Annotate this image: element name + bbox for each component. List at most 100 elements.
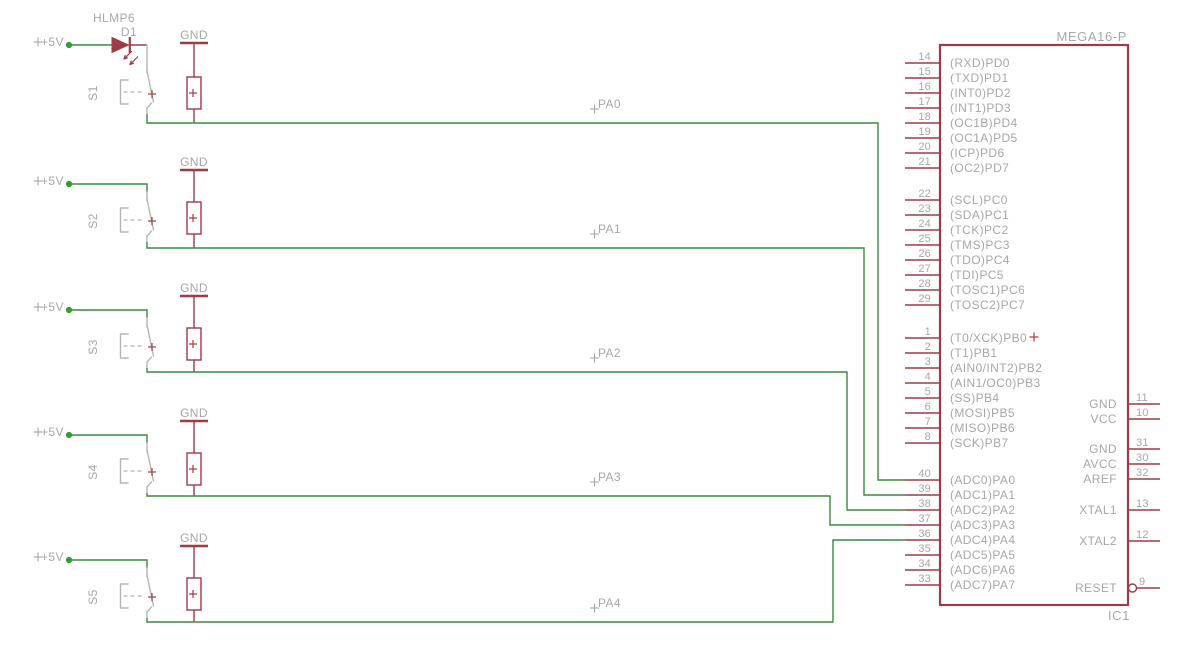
net-wire-pa0[interactable] — [146, 114, 905, 481]
pin-number: 30 — [1136, 452, 1149, 464]
ic-pin-right-31[interactable]: 31 GND — [1089, 437, 1160, 456]
pin-name: (SCL)PC0 — [950, 193, 1008, 207]
switch-circuit-3: +5V S3 GND PA2 — [33, 281, 905, 511]
switch-circuit-4: +5V S4 GND PA3 — [33, 406, 905, 526]
ic-pin-right-12[interactable]: 12 XTAL2 — [1079, 529, 1160, 548]
net-wire-vcc-to-switch[interactable] — [72, 559, 148, 568]
ic-pin-left-4[interactable]: 4 (AIN1/OC0)PB3 — [905, 371, 1041, 390]
ic-pin-left-37[interactable]: 37 (ADC3)PA3 — [905, 513, 1015, 532]
ic-pin-left-18[interactable]: 18 (OC1B)PD4 — [905, 111, 1018, 130]
junction-dot — [65, 41, 73, 49]
gnd-symbol-4[interactable]: GND — [180, 406, 208, 423]
net-wire-pa2[interactable] — [146, 368, 905, 511]
ic-pin-left-2[interactable]: 2 (T1)PB1 — [905, 341, 997, 360]
switch-ref-label: S4 — [86, 464, 100, 479]
switch-s5[interactable]: S5 — [86, 567, 156, 619]
ic-pin-left-26[interactable]: 26 (TDO)PC4 — [905, 248, 1010, 267]
ic-pin-left-1[interactable]: 1 (T0/XCK)PB0 — [905, 326, 1027, 345]
ic-pin-left-24[interactable]: 24 (TCK)PC2 — [905, 218, 1009, 237]
net-label-pa1[interactable]: PA1 — [590, 222, 621, 239]
pin-name: (ADC1)PA1 — [950, 488, 1015, 502]
switch-actuator-bracket — [119, 458, 129, 484]
net-label-pa0[interactable]: PA0 — [590, 97, 621, 114]
ic-pin-left-17[interactable]: 17 (INT1)PD3 — [905, 96, 1011, 115]
vcc-supply-symbol-5[interactable]: +5V — [33, 550, 73, 564]
vcc-supply-symbol-1[interactable]: +5V — [33, 35, 73, 49]
ic-pin-left-35[interactable]: 35 (ADC5)PA5 — [905, 543, 1015, 562]
ic-pin-left-22[interactable]: 22 (SCL)PC0 — [905, 188, 1008, 207]
ic-pin-left-28[interactable]: 28 (TOSC1)PC6 — [905, 278, 1025, 297]
switch-s1[interactable]: S1 — [86, 44, 156, 115]
pin-name: RESET — [1075, 581, 1117, 595]
ic-pin-left-20[interactable]: 20 (ICP)PD6 — [905, 141, 1005, 160]
ic-pin-left-29[interactable]: 29 (TOSC2)PC7 — [905, 293, 1025, 312]
pin-name: (T1)PB1 — [950, 346, 997, 360]
ic-pin-right-13[interactable]: 13 XTAL1 — [1079, 498, 1160, 517]
net-wire-vcc-to-switch[interactable] — [72, 309, 148, 318]
led-d1[interactable]: HLMP6 D1 — [93, 11, 147, 66]
ic-pin-left-21[interactable]: 21 (OC2)PD7 — [905, 156, 1009, 175]
ic-pin-left-7[interactable]: 7 (MISO)PB6 — [905, 416, 1015, 435]
net-wire-pa1[interactable] — [146, 242, 905, 496]
pulldown-resistor-1[interactable] — [186, 43, 202, 123]
pin-name: XTAL2 — [1079, 534, 1117, 548]
ic-pin-left-39[interactable]: 39 (ADC1)PA1 — [905, 483, 1015, 502]
ic-pin-left-6[interactable]: 6 (MOSI)PB5 — [905, 401, 1015, 420]
ic-pin-left-3[interactable]: 3 (AIN0/INT2)PB2 — [905, 356, 1042, 375]
ic-pin-left-23[interactable]: 23 (SDA)PC1 — [905, 203, 1009, 222]
ic-pin-left-15[interactable]: 15 (TXD)PD1 — [905, 66, 1009, 85]
net-wire-pa4[interactable] — [146, 539, 905, 623]
pin-name: (TCK)PC2 — [950, 223, 1009, 237]
ic-pin-right-9-reset[interactable]: 9 RESET — [1075, 576, 1160, 595]
pulldown-resistor-4[interactable] — [186, 421, 202, 496]
net-wire-vcc-to-switch[interactable] — [72, 183, 148, 192]
pin-name: (ADC7)PA7 — [950, 578, 1015, 592]
ic-pin-left-36[interactable]: 36 (ADC4)PA4 — [905, 528, 1015, 547]
ic-pin-left-5[interactable]: 5 (SS)PB4 — [905, 386, 999, 405]
gnd-label: GND — [180, 281, 208, 295]
net-wire-pa3[interactable] — [146, 493, 905, 526]
gnd-symbol-2[interactable]: GND — [180, 155, 208, 172]
pin-name: VCC — [1090, 412, 1117, 426]
pulldown-resistor-5[interactable] — [186, 546, 202, 622]
ic-pin-right-32[interactable]: 32 AREF — [1083, 467, 1160, 486]
gnd-symbol-5[interactable]: GND — [180, 531, 208, 548]
vcc-label: +5V — [41, 550, 64, 564]
ic-pin-left-8[interactable]: 8 (SCK)PB7 — [905, 431, 1009, 450]
pin-name: GND — [1089, 442, 1117, 456]
ic-pin-left-14[interactable]: 14 (RXD)PD0 — [905, 51, 1010, 70]
gnd-symbol-1[interactable]: GND — [180, 28, 208, 45]
ic-pin-left-40[interactable]: 40 (ADC0)PA0 — [905, 468, 1015, 487]
net-label-pa2[interactable]: PA2 — [590, 346, 621, 363]
vcc-supply-symbol-3[interactable]: +5V — [33, 300, 73, 314]
ic-pin-right-10[interactable]: 10 VCC — [1090, 407, 1160, 426]
ic-pin-left-38[interactable]: 38 (ADC2)PA2 — [905, 498, 1015, 517]
pin-number: 37 — [918, 513, 931, 525]
ic-pin-left-16[interactable]: 16 (INT0)PD2 — [905, 81, 1011, 100]
ic-pin-left-33[interactable]: 33 (ADC7)PA7 — [905, 573, 1015, 592]
ic-pin-right-11[interactable]: 11 GND — [1089, 392, 1160, 411]
net-label-pa4[interactable]: PA4 — [590, 596, 621, 613]
pin-number: 7 — [925, 416, 931, 428]
pin-name: (ICP)PD6 — [950, 146, 1005, 160]
gnd-symbol-3[interactable]: GND — [180, 281, 208, 298]
pulldown-resistor-3[interactable] — [186, 296, 202, 372]
vcc-supply-symbol-2[interactable]: +5V — [33, 174, 73, 188]
pin-name: (ADC6)PA6 — [950, 563, 1015, 577]
net-label-pa3[interactable]: PA3 — [590, 470, 621, 487]
ic-pin-left-34[interactable]: 34 (ADC6)PA6 — [905, 558, 1015, 577]
ic-mega16p[interactable]: MEGA16-P IC1 14 (RXD)PD0 15 (TXD)PD1 16 … — [905, 29, 1160, 623]
pin-name: (SCK)PB7 — [950, 436, 1009, 450]
ic-pin-left-25[interactable]: 25 (TMS)PC3 — [905, 233, 1010, 252]
pin-name: (AIN0/INT2)PB2 — [950, 361, 1042, 375]
switch-s3[interactable]: S3 — [86, 317, 156, 369]
switch-s2[interactable]: S2 — [86, 191, 156, 243]
ic-pin-right-30[interactable]: 30 AVCC — [1083, 452, 1160, 471]
switch-bottom-lead — [146, 606, 153, 619]
net-wire-vcc-to-switch[interactable] — [72, 434, 148, 443]
switch-s4[interactable]: S4 — [86, 442, 156, 494]
ic-pin-left-27[interactable]: 27 (TDI)PC5 — [905, 263, 1004, 282]
pulldown-resistor-2[interactable] — [186, 170, 202, 248]
vcc-supply-symbol-4[interactable]: +5V — [33, 425, 73, 439]
ic-pin-left-19[interactable]: 19 (OC1A)PD5 — [905, 126, 1018, 145]
